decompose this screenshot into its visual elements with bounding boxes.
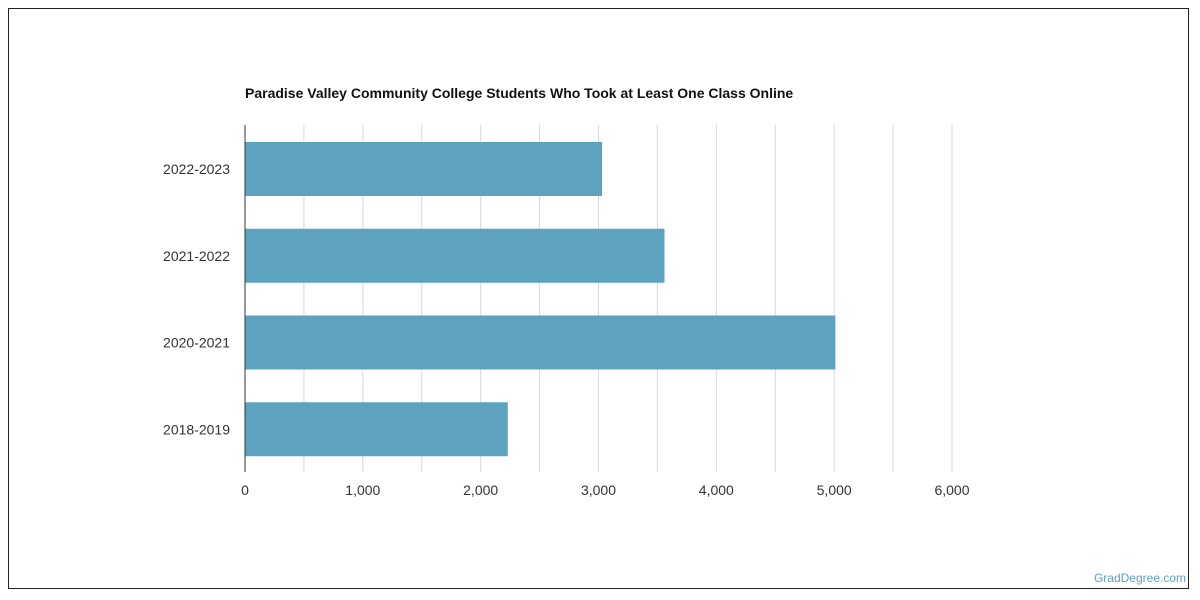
y-tick-label: 2021-2022 [163, 248, 230, 264]
y-tick-label: 2022-2023 [163, 161, 230, 177]
bar-2022-2023[interactable] [245, 142, 603, 196]
bar-2021-2022[interactable] [245, 228, 665, 283]
x-tick-label: 3,000 [581, 482, 616, 498]
x-tick-label: 1,000 [345, 482, 380, 498]
y-tick-label: 2020-2021 [163, 335, 230, 351]
chart-frame [8, 8, 1189, 589]
x-tick-label: 6,000 [934, 482, 969, 498]
bar-2018-2019[interactable] [245, 402, 508, 457]
x-tick-label: 5,000 [817, 482, 852, 498]
x-tick-label: 4,000 [699, 482, 734, 498]
tick-labels: 2022-2023 2021-2022 2020-2021 2018-2019 0 1,0… [163, 161, 970, 498]
attribution-text[interactable]: GradDegree.com [1093, 571, 1186, 585]
x-tick-label: 0 [241, 482, 249, 498]
x-tick-label: 2,000 [463, 482, 498, 498]
bar-2020-2021[interactable] [245, 315, 836, 370]
y-tick-label: 2018-2019 [163, 421, 230, 437]
bars [245, 142, 836, 457]
chart-title: Paradise Valley Community College Studen… [245, 85, 794, 101]
